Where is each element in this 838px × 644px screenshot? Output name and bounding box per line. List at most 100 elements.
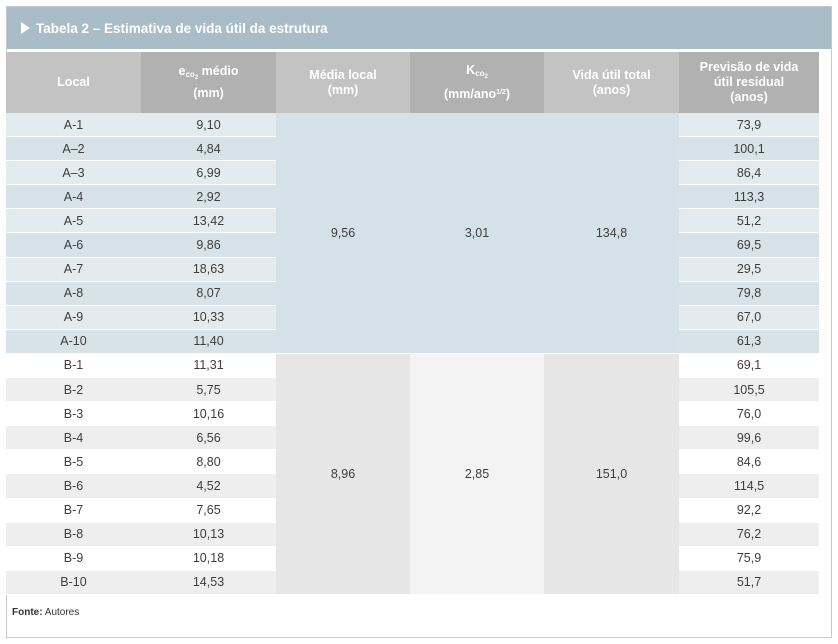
cell-local: B-9 [6, 546, 141, 571]
cell-k-a: 3,01 [410, 113, 544, 354]
source-label: Fonte: [12, 607, 43, 618]
cell-residual: 79,8 [679, 281, 819, 306]
header-media-line1: Média local [309, 67, 377, 82]
cell-e-medio: 10,16 [141, 402, 276, 427]
header-media-line2: (mm) [327, 82, 359, 97]
header-e-subsub: 2 [194, 75, 199, 81]
cell-e-medio: 6,56 [141, 426, 276, 451]
cell-local: A–3 [6, 161, 141, 186]
cell-local: A-9 [6, 305, 141, 330]
cell-residual: 99,6 [679, 426, 819, 451]
cell-residual: 76,2 [679, 522, 819, 547]
table-row: A–3 6,99 86,4 [6, 161, 819, 186]
header-vida-line1: Vida útil total [572, 67, 651, 82]
cell-residual: 73,9 [679, 113, 819, 138]
table-row: A-10 11,40 61,3 [6, 329, 819, 354]
cell-local: B-6 [6, 474, 141, 499]
header-vida-line2: (anos) [592, 82, 631, 97]
header-prev-line3: (anos) [730, 90, 768, 104]
cell-local: B-8 [6, 522, 141, 547]
header-vida-total: Vida útil total (anos) [544, 52, 679, 113]
header-prev-line2: útil residual [713, 75, 785, 89]
cell-residual: 100,1 [679, 137, 819, 162]
cell-residual: 113,3 [679, 185, 819, 210]
header-k-unit-pre: (mm/ano [444, 87, 497, 101]
cell-e-medio: 4,84 [141, 137, 276, 162]
table-row: B-1 11,31 8,96 2,85 151,0 69,1 [6, 353, 819, 595]
table-row: A-5 13,42 51,2 [6, 209, 819, 234]
cell-e-medio: 9,86 [141, 233, 276, 258]
cell-e-medio: 7,65 [141, 498, 276, 523]
cell-residual: 76,0 [679, 402, 819, 427]
table-row: B-2 5,75 105,5 [6, 378, 819, 403]
cell-e-medio: 10,33 [141, 305, 276, 330]
table-title: Tabela 2 – Estimativa de vida útil da es… [36, 20, 328, 36]
table-row: A-7 18,63 29,5 [6, 257, 819, 282]
header-local: Local [6, 52, 141, 113]
source-text: Autores [42, 607, 80, 618]
cell-residual: 61,3 [679, 329, 819, 354]
header-prev-line1: Previsão de vida [699, 60, 799, 74]
cell-local: B-2 [6, 378, 141, 403]
cell-residual: 114,5 [679, 474, 819, 499]
cell-e-medio: 11,31 [141, 353, 276, 379]
table-row: B-6 4,52 114,5 [6, 474, 819, 499]
header-previsao: Previsão de vida útil residual (anos) [679, 52, 819, 113]
header-k-sub: co [475, 69, 485, 78]
table-row: A-6 9,86 69,5 [6, 233, 819, 258]
cell-media-local-b: 8,96 [276, 353, 410, 595]
vida-util-table: Local eco2 médio (mm) Média local (mm) Kco… [6, 52, 819, 595]
cell-residual: 69,5 [679, 233, 819, 258]
header-e-symbol: e [178, 64, 186, 78]
cell-vida-total-a: 134,8 [544, 113, 679, 354]
cell-local: B-10 [6, 570, 141, 595]
table-row: B-10 14,53 51,7 [6, 570, 819, 595]
cell-residual: 51,7 [679, 570, 819, 595]
table-row: B-4 6,56 99,6 [6, 426, 819, 451]
header-k-unit-sup: 1/2 [496, 89, 506, 96]
table-row: B-5 8,80 84,6 [6, 450, 819, 475]
source-note: Fonte: Autores [12, 607, 79, 618]
cell-residual: 86,4 [679, 161, 819, 186]
cell-local: B-3 [6, 402, 141, 427]
cell-e-medio: 10,18 [141, 546, 276, 571]
cell-e-medio: 5,75 [141, 378, 276, 403]
header-e-unit: (mm) [193, 86, 224, 100]
cell-local: B-1 [6, 353, 141, 379]
header-e-sub: co [185, 70, 195, 79]
table-row: B-9 10,18 75,9 [6, 546, 819, 571]
table-row: A-8 8,07 79,8 [6, 281, 819, 306]
header-k-subsub: 2 [484, 74, 488, 80]
header-e-medio: eco2 médio (mm) [141, 52, 276, 113]
header-k: Kco2 (mm/ano1/2) [410, 52, 544, 113]
cell-e-medio: 18,63 [141, 257, 276, 282]
cell-e-medio: 13,42 [141, 209, 276, 234]
header-media-local: Média local (mm) [276, 52, 410, 113]
cell-media-local-a: 9,56 [276, 113, 410, 354]
header-k-unit-post: ) [505, 87, 510, 101]
header-e-rest: médio [198, 64, 239, 78]
cell-residual: 67,0 [679, 305, 819, 330]
cell-e-medio: 6,99 [141, 161, 276, 186]
play-triangle-icon [21, 22, 30, 34]
header-row: Local eco2 médio (mm) Média local (mm) Kco… [6, 52, 819, 113]
table-row: A-9 10,33 67,0 [6, 305, 819, 330]
cell-vida-total-b: 151,0 [544, 353, 679, 595]
cell-local: A-10 [6, 329, 141, 354]
cell-local: A-6 [6, 233, 141, 258]
cell-e-medio: 8,80 [141, 450, 276, 475]
cell-local: A-1 [6, 113, 141, 138]
cell-local: A–2 [6, 137, 141, 162]
table-row: A-4 2,92 113,3 [6, 185, 819, 210]
cell-k-b: 2,85 [410, 353, 544, 595]
cell-local: A-8 [6, 281, 141, 306]
cell-local: A-5 [6, 209, 141, 234]
cell-local: B-7 [6, 498, 141, 523]
cell-local: A-7 [6, 257, 141, 282]
cell-e-medio: 10,13 [141, 522, 276, 547]
cell-e-medio: 11,40 [141, 329, 276, 354]
table-row: B-7 7,65 92,2 [6, 498, 819, 523]
cell-e-medio: 4,52 [141, 474, 276, 499]
cell-residual: 92,2 [679, 498, 819, 523]
cell-local: A-4 [6, 185, 141, 210]
